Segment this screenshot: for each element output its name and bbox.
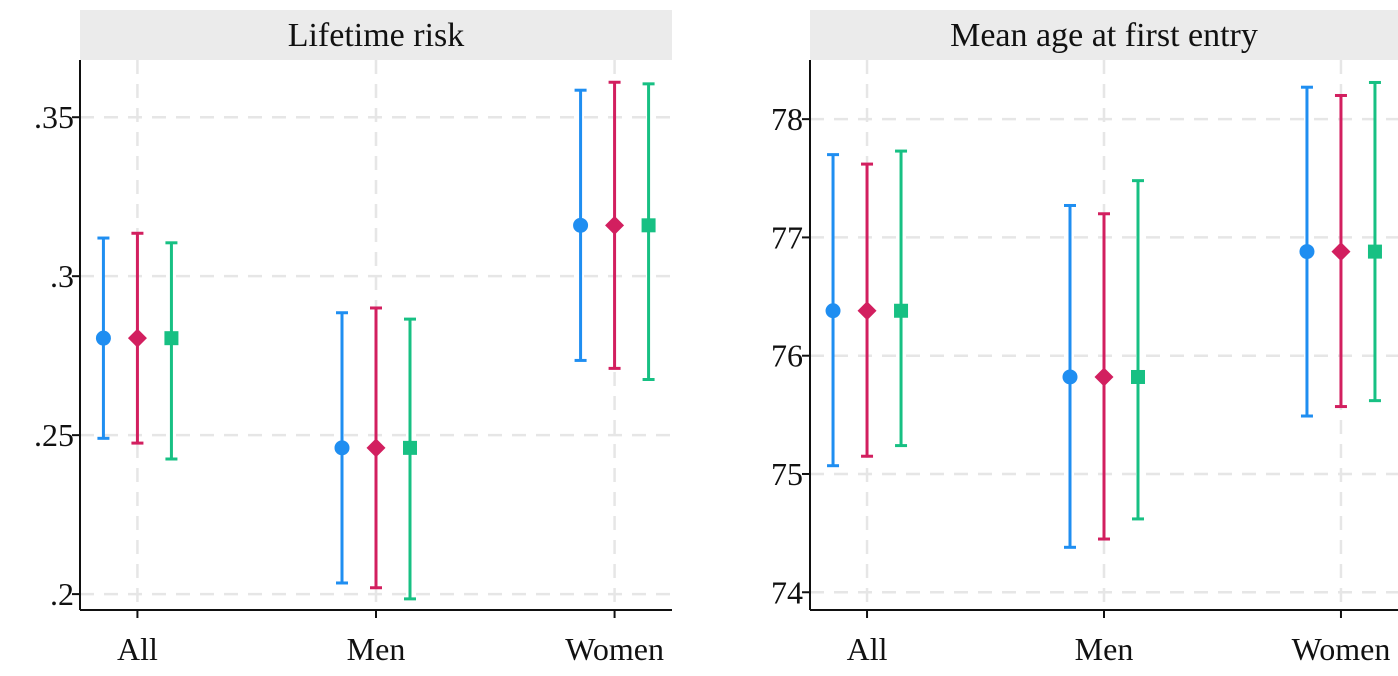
point-marker-diamond	[1331, 242, 1351, 262]
point-marker-diamond	[605, 215, 625, 235]
point-marker-square	[164, 331, 179, 346]
chart-panel-1: Lifetime risk .2 .25 .3 .35 All Men Women	[34, 10, 672, 667]
point-marker-square	[894, 303, 909, 318]
panel-title-strip	[810, 10, 1398, 60]
y-tick-label: 76	[771, 338, 803, 374]
point-marker-diamond	[857, 301, 877, 321]
panel-title: Mean age at first entry	[950, 17, 1258, 54]
data-point	[127, 231, 147, 445]
point-marker-circle	[573, 217, 589, 233]
point-marker-square	[1367, 244, 1382, 259]
x-tick-label: Men	[1075, 631, 1134, 667]
point-marker-circle	[334, 440, 350, 456]
y-tick-label: 74	[771, 574, 803, 610]
point-marker-circle	[825, 303, 841, 319]
data-point	[1299, 85, 1315, 418]
data-point	[1062, 203, 1078, 549]
point-marker-square	[641, 218, 656, 233]
y-tick-label: .3	[50, 258, 74, 294]
data-point	[857, 162, 877, 458]
data-point	[825, 153, 841, 468]
x-tick-label: Women	[565, 631, 664, 667]
data-point	[334, 311, 350, 585]
point-marker-circle	[1062, 369, 1078, 385]
x-tick-label: All	[847, 631, 888, 667]
data-point	[1094, 212, 1114, 541]
y-tick-label: 78	[771, 101, 803, 137]
data-point	[95, 236, 111, 440]
x-tick-label: Men	[347, 631, 406, 667]
data-point	[641, 82, 656, 382]
point-marker-square	[403, 440, 417, 455]
data-point	[366, 306, 386, 590]
data-point	[164, 241, 179, 461]
panel-title: Lifetime risk	[288, 17, 465, 54]
point-marker-square	[1131, 369, 1145, 384]
data-point	[1367, 80, 1382, 403]
point-marker-circle	[1299, 244, 1315, 260]
data-point	[403, 317, 417, 601]
data-point	[573, 88, 589, 362]
y-tick-label: .25	[34, 417, 74, 453]
y-tick-label: 77	[771, 219, 803, 255]
data-point	[1331, 93, 1351, 409]
panel-title-strip	[80, 10, 672, 60]
data-point	[605, 80, 625, 370]
x-tick-label: Women	[1292, 631, 1391, 667]
point-marker-diamond	[366, 438, 386, 458]
y-tick-label: .35	[34, 99, 74, 135]
point-marker-diamond	[127, 328, 147, 348]
y-tick-label: 75	[771, 456, 803, 492]
chart-panel-2: Mean age at first entry 74 75 76 77 78 All Men W…	[771, 10, 1398, 667]
point-marker-circle	[95, 330, 111, 346]
data-point	[1131, 179, 1145, 521]
x-tick-label: All	[117, 631, 158, 667]
y-tick-label: .2	[50, 576, 74, 612]
point-marker-diamond	[1094, 367, 1114, 387]
data-point	[894, 149, 909, 448]
